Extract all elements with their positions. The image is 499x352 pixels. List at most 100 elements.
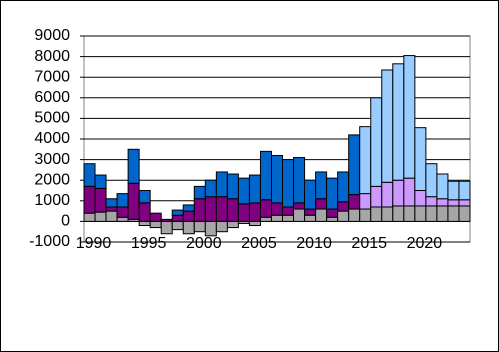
bar-segment xyxy=(348,194,361,210)
bar-segment xyxy=(282,159,295,208)
bar-segment xyxy=(359,126,372,195)
bar-segment xyxy=(248,220,261,227)
bar-segment xyxy=(127,182,140,220)
bar-segment xyxy=(359,208,372,222)
bar-segment xyxy=(259,150,272,201)
bar-segment xyxy=(94,187,107,213)
bar-segment xyxy=(414,205,427,222)
bar-segment xyxy=(83,163,96,187)
bar-segment xyxy=(105,210,118,222)
bar-segment xyxy=(215,196,228,222)
bar-segment xyxy=(392,179,405,207)
bar-segment xyxy=(326,177,339,210)
y-tick-label: 4000 xyxy=(34,130,70,147)
bar-segment xyxy=(458,180,471,201)
bar-segment xyxy=(392,63,405,181)
bar-segment xyxy=(193,185,206,200)
bar-segment xyxy=(171,220,184,231)
bar-segment xyxy=(116,206,129,218)
bar-segment xyxy=(315,208,328,222)
bar-segment xyxy=(226,198,239,222)
bar-segment xyxy=(304,208,317,216)
bar-segment xyxy=(337,201,350,212)
bar-segment xyxy=(138,220,151,227)
bar-segment xyxy=(293,208,306,222)
bar-segment xyxy=(293,202,306,210)
bar-segment xyxy=(436,205,449,222)
bar-segment xyxy=(293,157,306,204)
bar-segment xyxy=(193,198,206,222)
x-tick-label: 1995 xyxy=(131,235,167,252)
bar-segment xyxy=(237,203,250,222)
y-tick-label: 5000 xyxy=(34,110,70,127)
bar-segment xyxy=(414,127,427,191)
y-tick-label: -1000 xyxy=(29,233,70,250)
bar-segment xyxy=(138,202,151,222)
x-tick-label: 2010 xyxy=(296,235,332,252)
bar-segment xyxy=(248,202,261,222)
bar-segment xyxy=(381,69,394,183)
bar-segment xyxy=(204,196,217,222)
bar-segment xyxy=(105,198,118,208)
y-tick-label: 3000 xyxy=(34,151,70,168)
bar-segment xyxy=(204,179,217,198)
bar-segment xyxy=(270,202,284,216)
bar-segment xyxy=(226,220,239,229)
bar-segment xyxy=(392,205,405,222)
bar-segment xyxy=(182,210,195,222)
bar-segment xyxy=(94,211,107,222)
bar-segment xyxy=(160,220,173,235)
bar-segment xyxy=(282,214,295,222)
bar-segment xyxy=(127,148,140,184)
bar-segment xyxy=(237,177,250,205)
bar-segment xyxy=(270,154,284,204)
bar-segment xyxy=(425,196,438,207)
bar-segment xyxy=(337,171,350,203)
bar-segment xyxy=(348,208,361,222)
bar-segment xyxy=(83,185,96,214)
bar-segment xyxy=(403,205,416,222)
bar-segment xyxy=(270,214,284,222)
bar-segment xyxy=(304,179,317,210)
y-tick-label: 9000 xyxy=(34,27,70,44)
bar-segment xyxy=(381,206,394,222)
bar-segment xyxy=(370,206,383,222)
x-tick-label: 2015 xyxy=(351,235,387,252)
bar-segment xyxy=(425,163,438,198)
bar-segment xyxy=(436,173,449,200)
bar-segment xyxy=(315,171,328,200)
bar-segment xyxy=(414,190,427,207)
bar-segment xyxy=(282,206,295,216)
bar-segment xyxy=(259,216,272,222)
bar-segment xyxy=(105,206,118,212)
y-tick-label: 7000 xyxy=(34,68,70,85)
bar-segment xyxy=(304,214,317,222)
bar-segment xyxy=(226,173,239,200)
bar-segment xyxy=(403,55,416,179)
bar-segment xyxy=(370,185,383,208)
bar-segment xyxy=(381,181,394,208)
bar-segment xyxy=(326,208,339,218)
bar-segment xyxy=(182,204,195,212)
y-tick-label: 0 xyxy=(61,213,70,230)
bar-segment xyxy=(359,193,372,210)
bar-segment xyxy=(149,212,162,222)
bar-segment xyxy=(326,216,339,222)
bar-segment xyxy=(370,97,383,187)
bar-segment xyxy=(458,199,471,207)
x-tick-label: 2005 xyxy=(241,235,277,252)
y-tick-label: 2000 xyxy=(34,171,70,188)
bar-segment xyxy=(447,180,460,201)
bar-segment xyxy=(436,198,449,207)
bar-segment xyxy=(458,205,471,222)
bar-segment xyxy=(171,209,184,216)
bar-segment xyxy=(348,134,361,196)
bar-segment xyxy=(248,174,261,204)
bar-segment xyxy=(337,210,350,222)
bar-segment xyxy=(193,220,206,233)
bar-segment xyxy=(116,193,129,208)
bar-segment xyxy=(204,220,217,237)
bar-segment xyxy=(447,205,460,222)
y-tick-label: 1000 xyxy=(34,192,70,209)
